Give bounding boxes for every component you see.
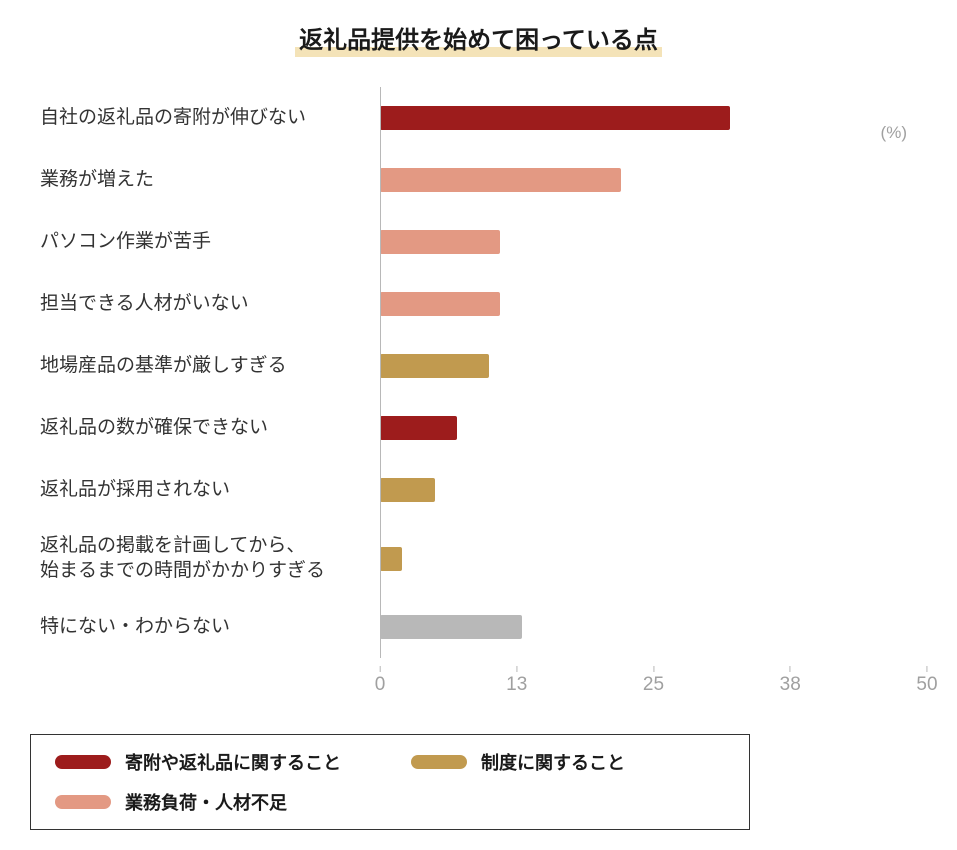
legend-label: 業務負荷・人材不足: [125, 789, 287, 815]
legend-swatch: [411, 755, 467, 769]
x-tick: 25: [643, 666, 664, 696]
bar: [380, 416, 457, 440]
x-tick: 0: [375, 666, 386, 696]
y-axis-label: 返礼品の数が確保できない: [40, 397, 380, 459]
bar-row: [380, 211, 927, 273]
y-axis-label: 返礼品の掲載を計画してから、 始まるまでの時間がかかりすぎる: [40, 521, 380, 596]
x-tick-label: 38: [780, 674, 801, 696]
legend: 寄附や返礼品に関すること 制度に関すること業務負荷・人材不足: [30, 734, 750, 830]
x-axis-unit: (%): [881, 123, 907, 143]
legend-item: 制度に関すること: [411, 749, 625, 775]
legend-swatch: [55, 755, 111, 769]
plot: 自社の返礼品の寄附が伸びない業務が増えたパソコン作業が苦手担当できる人材がいない…: [40, 87, 927, 658]
legend-label: 制度に関すること: [481, 749, 625, 775]
x-tick: 50: [916, 666, 937, 696]
x-tick-label: 0: [375, 674, 386, 696]
chart-title: 返礼品提供を始めて困っている点: [295, 20, 662, 57]
bar-row: [380, 273, 927, 335]
legend-label: 寄附や返礼品に関すること: [125, 749, 341, 775]
x-tick: 38: [780, 666, 801, 696]
bar: [380, 615, 522, 639]
bar: [380, 547, 402, 571]
chart-title-wrap: 返礼品提供を始めて困っている点: [30, 20, 927, 57]
y-axis-label: 業務が増えた: [40, 149, 380, 211]
y-axis-labels: 自社の返礼品の寄附が伸びない業務が増えたパソコン作業が苦手担当できる人材がいない…: [40, 87, 380, 658]
legend-swatch: [55, 795, 111, 809]
bar: [380, 354, 489, 378]
bar-row: [380, 521, 927, 596]
bar: [380, 230, 500, 254]
bar: [380, 478, 435, 502]
bar-row: [380, 87, 927, 149]
y-axis-line: [380, 87, 381, 658]
bar-row: [380, 149, 927, 211]
bar-row: [380, 397, 927, 459]
x-tick: 13: [506, 666, 527, 696]
x-tick-label: 13: [506, 674, 527, 696]
chart-area: 自社の返礼品の寄附が伸びない業務が増えたパソコン作業が苦手担当できる人材がいない…: [40, 87, 927, 694]
x-axis: 013253850: [40, 666, 927, 694]
y-axis-label: 地場産品の基準が厳しすぎる: [40, 335, 380, 397]
y-axis-label: 自社の返礼品の寄附が伸びない: [40, 87, 380, 149]
x-tick-label: 25: [643, 674, 664, 696]
y-axis-label: パソコン作業が苦手: [40, 211, 380, 273]
x-tick-label: 50: [916, 674, 937, 696]
bars-column: [380, 87, 927, 658]
bar: [380, 106, 730, 130]
bar: [380, 168, 621, 192]
y-axis-label: 返礼品が採用されない: [40, 459, 380, 521]
bar-row: [380, 459, 927, 521]
bar: [380, 292, 500, 316]
bar-row: [380, 335, 927, 397]
bar-row: [380, 596, 927, 658]
legend-item: 業務負荷・人材不足: [55, 789, 287, 815]
title-underline: [295, 47, 662, 57]
legend-item: 寄附や返礼品に関すること: [55, 749, 341, 775]
y-axis-label: 担当できる人材がいない: [40, 273, 380, 335]
y-axis-label: 特にない・わからない: [40, 596, 380, 658]
